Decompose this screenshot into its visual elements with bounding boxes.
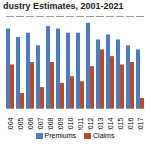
- html-text:Claims: Claims: [93, 132, 115, 139]
- svg-text:2011: 2011: [77, 117, 84, 130]
- svg-text:2005: 2005: [17, 117, 24, 130]
- svg-text:2007: 2007: [37, 117, 44, 130]
- svg-text:2014: 2014: [107, 117, 114, 130]
- html-text:dustry Estimates, 2001-2021: dustry Estimates, 2001-2021: [3, 1, 124, 11]
- html-text:Premiums: Premiums: [44, 132, 77, 139]
- svg-text:2012: 2012: [87, 117, 94, 130]
- svg-text:2009: 2009: [57, 117, 64, 130]
- svg-text:2016: 2016: [127, 117, 134, 130]
- svg-text:2015: 2015: [117, 117, 124, 130]
- svg-text:2008: 2008: [47, 117, 54, 130]
- svg-text:2004: 2004: [7, 117, 14, 130]
- svg-text:2010: 2010: [67, 117, 74, 130]
- svg-text:2006: 2006: [27, 117, 34, 130]
- svg-text:2013: 2013: [97, 117, 104, 130]
- svg-text:2017: 2017: [137, 117, 144, 130]
